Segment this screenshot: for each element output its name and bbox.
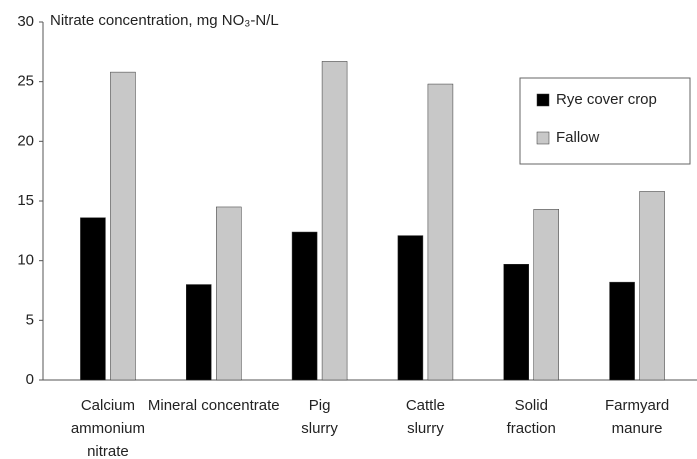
- bar: [110, 71, 136, 381]
- y-tick-label: 5: [26, 311, 34, 328]
- y-tick-label: 0: [26, 371, 34, 388]
- bar: [186, 284, 212, 381]
- bar: [80, 217, 106, 381]
- legend-box: [519, 77, 691, 165]
- legend-label: Rye cover crop: [556, 91, 657, 108]
- bar: [639, 191, 665, 381]
- y-tick-label: 20: [17, 132, 34, 149]
- x-tick-label: Farmyard manure: [605, 397, 669, 437]
- x-tick-label: Cattle slurry: [406, 397, 445, 437]
- x-tick-label: Calcium ammonium nitrate: [71, 397, 145, 459]
- bar: [291, 231, 318, 381]
- bar: [216, 206, 242, 381]
- x-tick-label: Mineral concentrate: [148, 397, 280, 414]
- y-tick-label: 30: [17, 13, 34, 30]
- x-tick-label: Solid fraction: [507, 397, 556, 437]
- bar: [321, 61, 348, 381]
- legend-label: Fallow: [556, 129, 600, 146]
- bar: [503, 263, 529, 381]
- y-tick-label: 10: [17, 252, 34, 269]
- bar: [533, 209, 559, 381]
- y-tick-label: 15: [17, 192, 34, 209]
- bar: [609, 281, 635, 381]
- x-tick-label: Pig slurry: [301, 397, 338, 437]
- y-tick-label: 25: [17, 73, 34, 90]
- bar: [397, 235, 424, 381]
- bar: [427, 83, 454, 381]
- chart-title: Nitrate concentration, mg NO₃-N/L: [50, 12, 279, 29]
- legend-swatch: [536, 93, 550, 107]
- legend-swatch: [536, 131, 550, 145]
